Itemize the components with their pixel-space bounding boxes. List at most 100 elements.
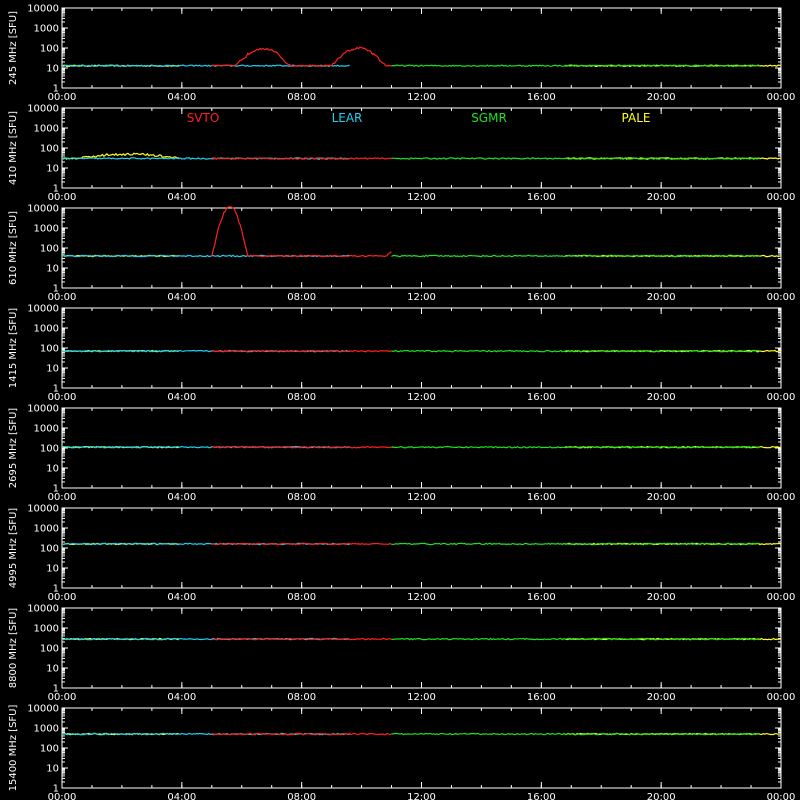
panel-6: 1 10 100 1000 10000 00:00 04:00 08:00 12:00 16:00… (8, 504, 795, 604)
y-tick-label: 1000 (34, 124, 59, 135)
series-line-sgmr (391, 637, 761, 641)
x-tick-label: 00:00 (48, 492, 77, 503)
panel-4: 1 10 100 1000 10000 00:00 04:00 08:00 12:00 16:00… (8, 304, 795, 404)
x-tick-label: 08:00 (287, 592, 316, 603)
y-tick-label: 10000 (27, 404, 59, 415)
series-line-svto (211, 732, 392, 736)
panel-frame (61, 207, 782, 289)
y-tick-label: 100 (40, 644, 59, 655)
y-tick-label: 100 (40, 144, 59, 155)
panel-frame (61, 607, 782, 689)
series-line-sgmr (391, 349, 761, 353)
y-tick-label: 1 (53, 384, 59, 395)
x-tick-label: 16:00 (527, 492, 556, 503)
x-tick-label: 00:00 (767, 292, 796, 303)
x-tick-label: 04:00 (167, 492, 196, 503)
y-tick-label: 10 (46, 464, 59, 475)
x-tick-label: 04:00 (167, 592, 196, 603)
x-tick-label: 00:00 (767, 692, 796, 703)
x-tick-label: 08:00 (287, 492, 316, 503)
series-line-svto (211, 637, 392, 641)
y-axis-label: 410 MHz [SFU] (8, 111, 19, 185)
y-tick-label: 1000 (34, 524, 59, 535)
y-axis-label: 4995 MHz [SFU] (8, 508, 19, 589)
y-tick-label: 1 (53, 784, 59, 795)
series-line-svto (211, 349, 392, 353)
x-tick-label: 16:00 (527, 692, 556, 703)
series-line-svto (211, 445, 392, 449)
x-tick-label: 00:00 (48, 392, 77, 403)
y-tick-label: 100 (40, 444, 59, 455)
x-tick-label: 20:00 (647, 392, 676, 403)
y-axis-label: 610 MHz [SFU] (8, 211, 19, 285)
y-tick-label: 1000 (34, 24, 59, 35)
y-tick-label: 10 (46, 764, 59, 775)
x-tick-label: 12:00 (407, 792, 436, 800)
y-tick-label: 100 (40, 544, 59, 555)
x-tick-label: 00:00 (48, 92, 77, 103)
x-tick-label: 12:00 (407, 292, 436, 303)
y-tick-label: 1000 (34, 424, 59, 435)
x-tick-label: 00:00 (767, 392, 796, 403)
x-tick-label: 20:00 (647, 192, 676, 203)
y-tick-label: 1 (53, 584, 59, 595)
y-tick-label: 10000 (27, 504, 59, 515)
x-tick-label: 12:00 (407, 492, 436, 503)
y-tick-label: 1000 (34, 624, 59, 635)
x-tick-label: 00:00 (48, 292, 77, 303)
x-tick-label: 12:00 (407, 92, 436, 103)
x-tick-label: 04:00 (167, 692, 196, 703)
legend-entry-sgmr: SGMR (471, 111, 507, 125)
x-tick-label: 00:00 (767, 792, 796, 800)
y-tick-label: 10 (46, 64, 59, 75)
series-line-svto (211, 206, 392, 258)
series-line-svto (211, 46, 392, 67)
panel-frame (61, 507, 782, 589)
y-tick-label: 10000 (27, 604, 59, 615)
panel-7: 1 10 100 1000 10000 00:00 04:00 08:00 12:00 16:00… (8, 604, 795, 704)
x-tick-label: 04:00 (167, 92, 196, 103)
x-tick-label: 16:00 (527, 792, 556, 800)
x-tick-label: 00:00 (48, 192, 77, 203)
y-tick-label: 100 (40, 344, 59, 355)
y-tick-label: 10 (46, 664, 59, 675)
y-tick-label: 10 (46, 564, 59, 575)
y-tick-label: 100 (40, 44, 59, 55)
series-line-sgmr (391, 254, 761, 258)
series-line-svto (211, 542, 392, 546)
y-tick-label: 1 (53, 184, 59, 195)
x-tick-label: 00:00 (48, 792, 77, 800)
legend-entry-lear: LEAR (332, 111, 363, 125)
panel-8: 1 10 100 1000 10000 00:00 04:00 08:00 12:00 16:00… (8, 704, 795, 800)
y-tick-label: 1 (53, 484, 59, 495)
panel-frame (61, 7, 782, 89)
x-tick-label: 12:00 (407, 392, 436, 403)
y-axis-label: 1415 MHz [SFU] (8, 308, 19, 389)
x-tick-label: 16:00 (527, 192, 556, 203)
y-tick-label: 10000 (27, 704, 59, 715)
x-tick-label: 00:00 (767, 592, 796, 603)
series-line-sgmr (391, 732, 760, 736)
panel-5: 1 10 100 1000 10000 00:00 04:00 08:00 12:00 16:00… (8, 404, 795, 504)
x-tick-label: 00:00 (767, 192, 796, 203)
x-tick-label: 08:00 (287, 792, 316, 800)
y-tick-label: 10000 (27, 104, 59, 115)
series-line-sgmr (391, 64, 761, 67)
y-axis-label: 8800 MHz [SFU] (8, 608, 19, 689)
x-tick-label: 00:00 (767, 92, 796, 103)
x-tick-label: 20:00 (647, 692, 676, 703)
x-tick-label: 12:00 (407, 592, 436, 603)
series-line-lear (61, 254, 350, 258)
panel-1: 1 10 100 1000 10000 00:00 04:00 08:00 12:00 16:00… (8, 4, 795, 104)
x-tick-label: 20:00 (647, 792, 676, 800)
legend-entry-svto: SVTO (187, 111, 220, 125)
y-axis-label: 15400 MHz [SFU] (8, 705, 19, 792)
x-tick-label: 00:00 (767, 492, 796, 503)
x-tick-label: 20:00 (647, 592, 676, 603)
y-tick-label: 10000 (27, 4, 59, 15)
x-tick-label: 00:00 (48, 592, 77, 603)
x-tick-label: 16:00 (527, 92, 556, 103)
y-axis-label: 245 MHz [SFU] (8, 11, 19, 85)
